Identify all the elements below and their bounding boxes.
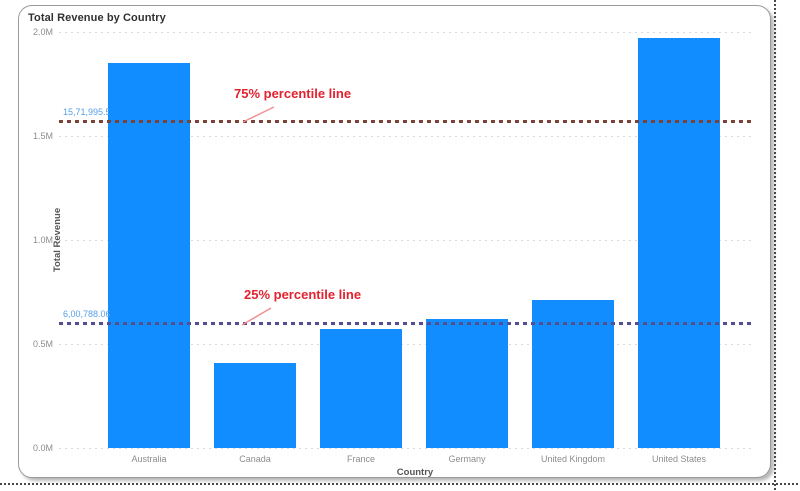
percentile-line-25	[59, 322, 753, 326]
canvas-dashed-border-right	[774, 0, 776, 491]
gridline-0.5M	[59, 344, 753, 345]
y-tick-2.0M: 2.0M	[32, 27, 53, 37]
x-tick-france: France	[346, 454, 376, 464]
y-tick-1.0M: 1.0M	[32, 235, 53, 245]
x-tick-united-kingdom: United Kingdom	[540, 454, 606, 464]
plot-area: Total Revenue Country 75% percentile lin…	[19, 6, 770, 478]
x-axis-title: Country	[396, 467, 434, 478]
percentile-value-label-25: 6,00,788.06	[63, 309, 111, 320]
x-tick-canada: Canada	[239, 454, 271, 464]
bar-germany[interactable]	[426, 319, 508, 448]
bar-canada[interactable]	[214, 362, 296, 448]
y-tick-1.5M: 1.5M	[32, 131, 53, 141]
x-tick-germany: Germany	[448, 454, 486, 464]
percentile-value-label-75: 15,71,995.56	[63, 107, 109, 118]
bar-united-states[interactable]	[638, 38, 720, 448]
gridline-1.5M	[59, 136, 753, 137]
bar-france[interactable]	[320, 329, 402, 448]
gridline-0.0M	[59, 448, 753, 449]
bar-australia[interactable]	[108, 63, 190, 448]
percentile-line-75	[59, 120, 753, 124]
chart-title: Total Revenue by Country	[28, 12, 166, 24]
gridline-1.0M	[59, 240, 753, 241]
canvas-dashed-border-bottom	[0, 483, 800, 485]
x-tick-australia: Australia	[131, 454, 167, 464]
bar-chart-visual-card[interactable]: Total Revenue by Country Total Revenue C…	[18, 5, 771, 478]
annotation-25-percentile: 25% percentile line	[244, 287, 362, 302]
y-tick-0.5M: 0.5M	[32, 339, 53, 349]
gridline-2.0M	[59, 32, 753, 33]
y-tick-0.0M: 0.0M	[32, 443, 53, 453]
x-tick-united-states: United States	[651, 454, 707, 464]
annotation-75-percentile: 75% percentile line	[234, 86, 352, 101]
